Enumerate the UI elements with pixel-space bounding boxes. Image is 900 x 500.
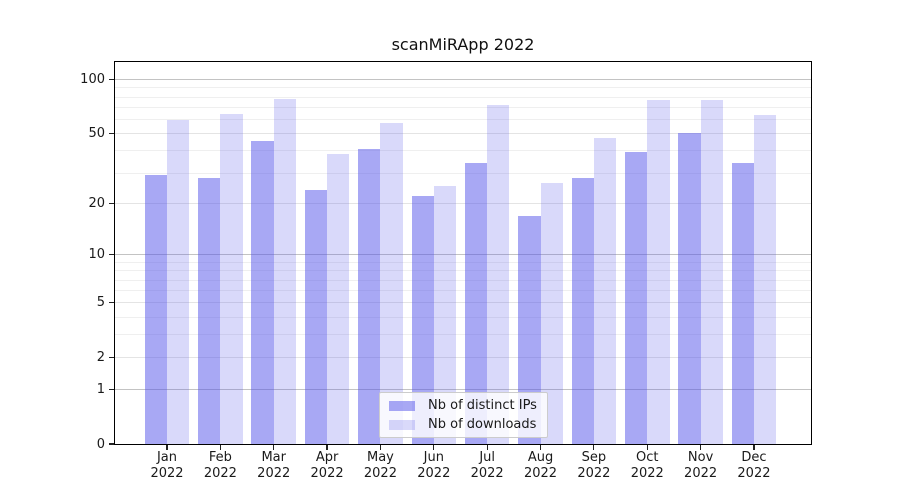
x-axis-tick-label: May 2022 [363, 450, 397, 481]
y-axis-tick-label: 50 [88, 125, 105, 141]
gridline-major [115, 302, 811, 304]
plot-area: Nb of distinct IPs Nb of downloads 100 50… [80, 61, 812, 481]
gridline-minor [115, 96, 811, 98]
x-axis-tick [593, 445, 595, 451]
bar-distinct-ips-aug [518, 215, 541, 444]
bar-downloads-dec [753, 115, 777, 444]
x-axis-tick-label: Jul 2022 [470, 450, 504, 481]
gridline-minor [115, 87, 811, 89]
bar-downloads-apr [327, 154, 350, 444]
y-axis-tick [108, 443, 114, 445]
legend-item-downloads: Nb of downloads [389, 417, 537, 432]
legend: Nb of distinct IPs Nb of downloads [379, 392, 548, 438]
y-axis-tick-label: 10 [88, 246, 105, 262]
bar-downloads-mar [273, 98, 297, 444]
legend-swatch-downloads [389, 419, 415, 430]
x-axis-tick [700, 445, 702, 451]
y-axis-tick-label: 1 [96, 381, 105, 397]
x-axis-tick-label: Oct 2022 [630, 450, 664, 481]
gridline-minor [115, 279, 811, 281]
bar-distinct-ips-dec [731, 162, 754, 444]
gridline-minor [115, 172, 811, 174]
bar-distinct-ips-jul [464, 162, 488, 444]
x-axis-tick [273, 445, 275, 451]
bar-downloads-nov [700, 99, 723, 444]
y-axis-tick [108, 356, 114, 358]
y-axis-tick [108, 78, 114, 80]
y-axis-tick [108, 388, 114, 390]
bar-distinct-ips-nov [678, 133, 701, 444]
gridline-minor [115, 270, 811, 272]
bar-downloads-oct [647, 99, 670, 444]
bar-distinct-ips-jan [144, 175, 167, 444]
x-axis-tick-label: Sep 2022 [577, 450, 611, 481]
x-axis-tick [433, 445, 435, 451]
legend-swatch-distinct-ips [389, 400, 415, 411]
x-axis-tick-label: Jan 2022 [150, 450, 184, 481]
bar-downloads-sep [593, 138, 617, 444]
gridline-major [115, 389, 811, 391]
gridline-major [115, 357, 811, 359]
y-axis-tick [108, 132, 114, 134]
bar-distinct-ips-oct [624, 152, 648, 444]
bar-distinct-ips-apr [304, 189, 328, 444]
y-axis-tick-label: 2 [96, 349, 105, 365]
y-axis-tick-label: 20 [88, 195, 105, 211]
bar-distinct-ips-sep [571, 177, 594, 444]
y-axis-tick [108, 301, 114, 303]
x-axis-tick-label: Feb 2022 [203, 450, 237, 481]
y-axis-tick [108, 202, 114, 204]
gridline-minor [115, 316, 811, 318]
bar-distinct-ips-feb [198, 177, 221, 444]
chart-title: scanMiRApp 2022 [391, 35, 535, 54]
gridline-minor [115, 119, 811, 121]
x-axis-tick-label: Apr 2022 [310, 450, 344, 481]
x-axis-tick [326, 445, 328, 451]
bar-downloads-aug [540, 183, 563, 444]
gridline-minor [115, 150, 811, 152]
bar-downloads-feb [220, 114, 243, 444]
gridline-minor [115, 262, 811, 263]
x-axis-tick [539, 445, 542, 451]
y-axis-tick [108, 253, 114, 256]
gridline-major [115, 79, 811, 81]
bar-downloads-jan [167, 120, 190, 444]
y-axis-tick-label: 0 [96, 436, 105, 452]
bar-distinct-ips-may [358, 148, 381, 444]
x-axis-tick-label: Jun 2022 [417, 450, 451, 481]
legend-label-downloads: Nb of downloads [428, 417, 537, 432]
x-axis-tick [379, 445, 382, 451]
legend-label-distinct-ips: Nb of distinct IPs [428, 398, 537, 413]
x-axis-tick-label: Dec 2022 [737, 450, 771, 481]
x-axis-tick-label: Mar 2022 [257, 450, 291, 481]
x-axis-tick [166, 445, 168, 451]
bar-distinct-ips-mar [251, 141, 274, 444]
x-axis-tick [219, 445, 221, 451]
gridline-major [115, 254, 811, 256]
y-axis-tick-label: 5 [96, 294, 105, 310]
y-axis-tick-label: 100 [80, 71, 105, 87]
legend-item-distinct-ips: Nb of distinct IPs [389, 398, 537, 413]
gridline-minor [115, 334, 811, 336]
bar-downloads-jul [487, 104, 510, 444]
bar-distinct-ips-jun [411, 196, 434, 444]
gridline-minor [115, 290, 811, 292]
x-axis-tick-label: Aug 2022 [523, 450, 558, 481]
x-axis-tick [753, 445, 755, 451]
gridline-major [115, 133, 811, 135]
x-axis-tick [646, 445, 648, 451]
bar-downloads-may [380, 123, 403, 444]
bar-downloads-jun [433, 186, 457, 444]
x-axis-tick [486, 445, 488, 451]
gridline-major [115, 203, 811, 205]
gridline-minor [115, 107, 811, 109]
x-axis-tick-label: Nov 2022 [684, 450, 718, 481]
